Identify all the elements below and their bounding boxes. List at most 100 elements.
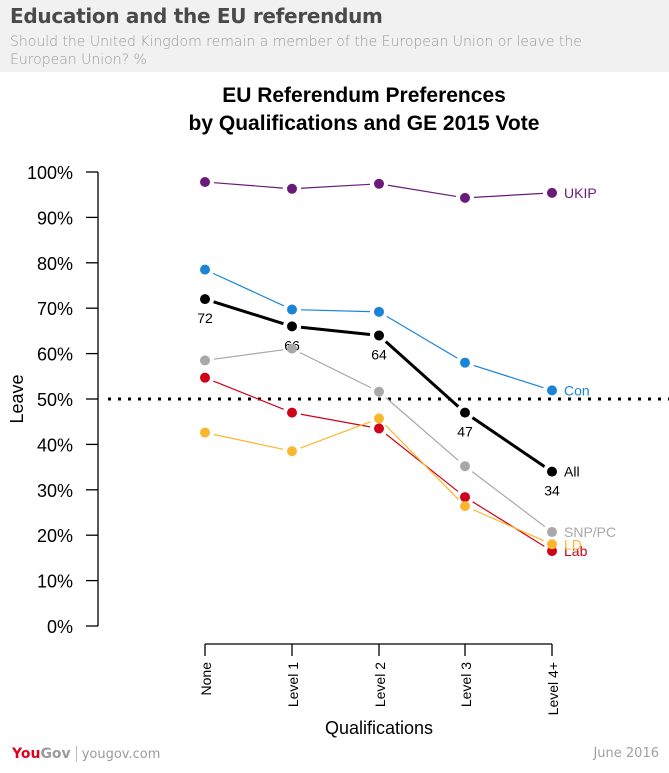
x-tick-label: Level 1: [285, 662, 301, 707]
series-label: Con: [564, 382, 590, 398]
series-lab: Lab: [200, 372, 588, 559]
series-segment: [471, 471, 546, 528]
data-point: [200, 372, 210, 383]
data-point: [287, 407, 297, 418]
header-title: Education and the EU referendum: [10, 4, 383, 28]
footer-date: June 2016: [593, 746, 659, 761]
y-axis: 0% 10% 20% 30% 40% 50% 60% 70% 80% 90% 100%: [27, 163, 99, 637]
series-segment: [387, 184, 457, 198]
series-segment: [213, 433, 284, 450]
data-point: [460, 357, 470, 368]
data-point: [374, 330, 384, 341]
data-point: [374, 423, 384, 434]
series-segment: [300, 325, 371, 336]
data-point: [460, 192, 470, 203]
y-tick-label: 40%: [37, 435, 73, 455]
x-tick-label: Level 2: [372, 662, 388, 707]
series-label: Lab: [564, 543, 588, 559]
series-segment: [473, 509, 544, 542]
y-tick-label: 20%: [37, 526, 73, 546]
data-point: [460, 492, 470, 503]
y-tick-label: 10%: [37, 572, 73, 592]
data-point: [374, 178, 384, 189]
data-point: [287, 321, 297, 332]
data-point: [460, 501, 470, 512]
series-segment: [473, 192, 544, 198]
series-label: UKIP: [564, 185, 597, 201]
series-segment: [213, 182, 284, 189]
series-con: Con: [200, 264, 590, 398]
series-segment: [384, 340, 460, 408]
yougov-logo: YouGov yougov.com: [12, 746, 160, 762]
series-segment: [213, 300, 284, 326]
data-point: [374, 413, 384, 424]
series-segment: [299, 352, 372, 389]
series-segment: [473, 364, 544, 389]
logo-divider: [75, 746, 77, 762]
data-label: 64: [371, 346, 387, 362]
chart: EU Referendum Preferences by Qualificati…: [7, 84, 669, 738]
series-ukip: UKIP: [200, 176, 597, 203]
series-segment: [384, 424, 460, 501]
y-tick-label: 100%: [27, 163, 73, 183]
data-point: [547, 466, 557, 477]
x-tick-label: Level 3: [458, 662, 474, 707]
data-point: [200, 176, 210, 187]
data-point: [547, 187, 557, 198]
data-point: [287, 183, 297, 194]
data-point: [460, 407, 470, 418]
series-ld: LD: [200, 413, 582, 552]
header-subtitle: Should the United Kingdom remain a membe…: [10, 34, 582, 68]
series-all: 7266644734All: [197, 294, 580, 499]
logo-gov: Gov: [40, 746, 71, 762]
data-label: 47: [457, 424, 473, 440]
series-segment: [472, 501, 545, 547]
data-point: [287, 343, 297, 354]
data-point: [460, 461, 470, 472]
series-segment: [300, 413, 371, 428]
y-tick-label: 50%: [37, 390, 73, 410]
y-tick-label: 0%: [47, 617, 73, 637]
data-point: [374, 306, 384, 317]
series-label: LD: [564, 536, 582, 552]
data-point: [200, 427, 210, 438]
series-segment: [300, 421, 371, 449]
x-tick-label: Level 4+: [545, 662, 561, 715]
y-tick-label: 70%: [37, 299, 73, 319]
series-label: SNP/PC: [564, 524, 616, 540]
data-point: [200, 355, 210, 366]
series-snp-pc: SNP/PC: [200, 343, 616, 540]
chart-title: EU Referendum Preferences: [222, 84, 506, 107]
data-label: 34: [544, 483, 560, 499]
logo-you: You: [12, 746, 41, 762]
data-point: [287, 446, 297, 457]
series-segment: [212, 272, 285, 307]
series-segment: [385, 397, 459, 461]
y-tick-label: 80%: [37, 254, 73, 274]
series-segment: [471, 416, 546, 468]
x-tick-label: None: [198, 662, 214, 696]
data-point: [547, 539, 557, 550]
data-point: [287, 304, 297, 315]
data-point: [200, 264, 210, 275]
x-axis-label: Qualifications: [325, 718, 433, 738]
series-segment: [213, 349, 284, 360]
series-segment: [213, 380, 284, 410]
x-axis: None Level 1 Level 2 Level 3 Level 4+: [198, 643, 561, 715]
header: Education and the EU referendum Should t…: [0, 0, 669, 72]
data-label: 72: [197, 310, 213, 326]
series-segment: [300, 309, 371, 313]
series-label: All: [564, 464, 580, 480]
y-tick-label: 30%: [37, 481, 73, 501]
data-point: [374, 386, 384, 397]
series-segment: [300, 183, 371, 189]
footer-url: yougov.com: [81, 747, 161, 762]
data-point: [547, 527, 557, 538]
y-tick-label: 60%: [37, 345, 73, 365]
series-segment: [386, 315, 458, 359]
chart-subtitle: by Qualifications and GE 2015 Vote: [189, 112, 540, 135]
data-point: [547, 385, 557, 396]
y-tick-label: 90%: [37, 208, 73, 228]
data-point: [200, 294, 210, 305]
